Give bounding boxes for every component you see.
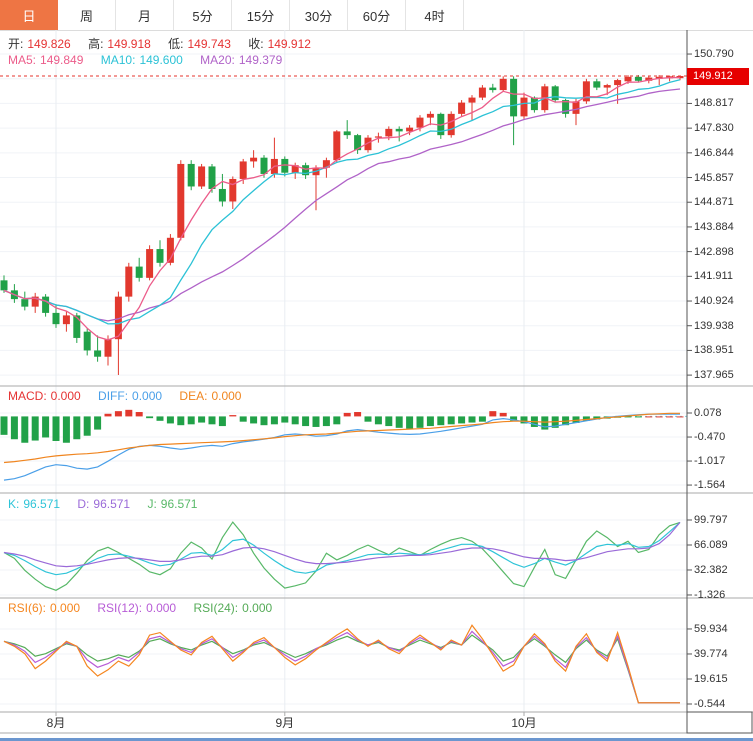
tab-4hour[interactable]: 4时: [406, 0, 464, 30]
ma-info-row: MA5: 149.849 MA10: 149.600 MA20: 149.379: [8, 53, 296, 67]
axis-tick-label: 66.089: [694, 538, 728, 551]
ma10-value: 149.600: [139, 53, 183, 67]
axis-tick-label: 150.790: [694, 48, 734, 61]
x-axis-layer: 8月 9月 10月: [47, 712, 537, 730]
k-value: 96.571: [23, 497, 61, 511]
axis-tick-label: 146.844: [694, 146, 734, 159]
axis-tick-label: 59.934: [694, 622, 728, 635]
open-value: 149.826: [27, 37, 71, 51]
high-value: 149.918: [107, 37, 151, 51]
frame-layer: [0, 30, 753, 741]
ohlc-info-row: 开: 149.826 高: 149.918 低: 149.743 收: 149.912: [8, 37, 325, 51]
dea-value: 0.000: [211, 389, 242, 403]
kdj-info-row: K: 96.571 D: 96.571 J: 96.571: [8, 497, 211, 511]
rsi24-label: RSI(24):: [193, 601, 239, 615]
rsi6-value: 0.000: [50, 601, 81, 615]
rsi-info-row: RSI(6): 0.000 RSI(12): 0.000 RSI(24): 0.000: [8, 601, 286, 615]
axis-tick-label: -1.326: [694, 588, 726, 601]
macd-label: MACD:: [8, 389, 47, 403]
axis-tick-label: 139.938: [694, 319, 734, 332]
axis-tick-label: -0.544: [694, 697, 726, 710]
rsi-layer: [3, 624, 680, 704]
axis-tick-label: 144.871: [694, 196, 734, 209]
low-label: 低:: [168, 37, 184, 51]
j-value: 96.571: [160, 497, 198, 511]
axis-tick-label: 148.817: [694, 97, 734, 110]
d-label: D:: [77, 497, 90, 511]
ma10-label: MA10:: [100, 53, 136, 67]
axis-tick-label: -1.017: [694, 455, 726, 468]
axis-tick-label: 99.797: [694, 513, 728, 526]
x-axis-label: 9月: [275, 716, 294, 730]
last-price-badge: 149.912: [687, 67, 749, 85]
price-axis: 149.912 150.790 148.817 147.830 146.844 145.…: [687, 30, 753, 741]
axis-tick-label: 147.830: [694, 122, 734, 135]
axis-tick-label: 39.774: [694, 647, 728, 660]
kdj-layer: [3, 521, 681, 591]
ma-layer: [3, 76, 681, 341]
x-axis-label: 8月: [47, 716, 66, 730]
candles-layer: [0, 75, 684, 375]
axis-tick-label: 141.911: [694, 270, 733, 283]
axis-tick-label: 140.924: [694, 295, 734, 308]
ma5-label: MA5:: [8, 53, 37, 67]
k-label: K:: [8, 497, 20, 511]
tab-30min[interactable]: 30分: [290, 0, 348, 30]
tab-weekly[interactable]: 周: [58, 0, 116, 30]
axis-tick-label: 137.965: [694, 369, 734, 382]
ma5-value: 149.849: [40, 53, 84, 67]
axis-tick-label: 32.382: [694, 563, 728, 576]
j-label: J:: [147, 497, 157, 511]
close-label: 收:: [248, 37, 264, 51]
rsi12-value: 0.000: [146, 601, 177, 615]
axis-tick-label: 142.898: [694, 245, 734, 258]
tab-daily[interactable]: 日: [0, 0, 58, 30]
high-label: 高:: [88, 37, 104, 51]
axis-tick-label: -0.470: [694, 431, 726, 444]
d-value: 96.571: [93, 497, 131, 511]
axis-tick-label: 0.078: [694, 406, 722, 419]
diff-value: 0.000: [132, 389, 163, 403]
low-value: 149.743: [187, 37, 231, 51]
open-label: 开:: [8, 37, 24, 51]
dea-label: DEA:: [179, 389, 208, 403]
axis-tick-label: 143.884: [694, 220, 734, 233]
macd-info-row: MACD: 0.000 DIFF: 0.000 DEA: 0.000: [8, 389, 255, 403]
ma20-label: MA20:: [200, 53, 235, 67]
ma20-value: 149.379: [238, 53, 283, 67]
rsi6-label: RSI(6):: [8, 601, 47, 615]
macd-value: 0.000: [50, 389, 81, 403]
tab-15min[interactable]: 15分: [232, 0, 290, 30]
tab-60min[interactable]: 60分: [348, 0, 406, 30]
tab-monthly[interactable]: 月: [116, 0, 174, 30]
close-value: 149.912: [267, 37, 311, 51]
rsi12-label: RSI(12):: [97, 601, 143, 615]
macd-layer: [0, 409, 687, 481]
rsi24-value: 0.000: [242, 601, 273, 615]
axis-tick-label: 19.615: [694, 672, 728, 685]
period-tabbar: 日周月 5分 15分 30分 60分 4时: [0, 0, 753, 31]
x-axis-label: 10月: [511, 716, 536, 730]
chart-plot[interactable]: 8月 9月 10月: [0, 30, 753, 741]
axis-tick-label: -1.564: [694, 479, 726, 492]
axis-tick-label: 145.857: [694, 171, 734, 184]
diff-label: DIFF:: [98, 389, 129, 403]
tab-5min[interactable]: 5分: [174, 0, 232, 30]
axis-tick-label: 138.951: [694, 344, 734, 357]
